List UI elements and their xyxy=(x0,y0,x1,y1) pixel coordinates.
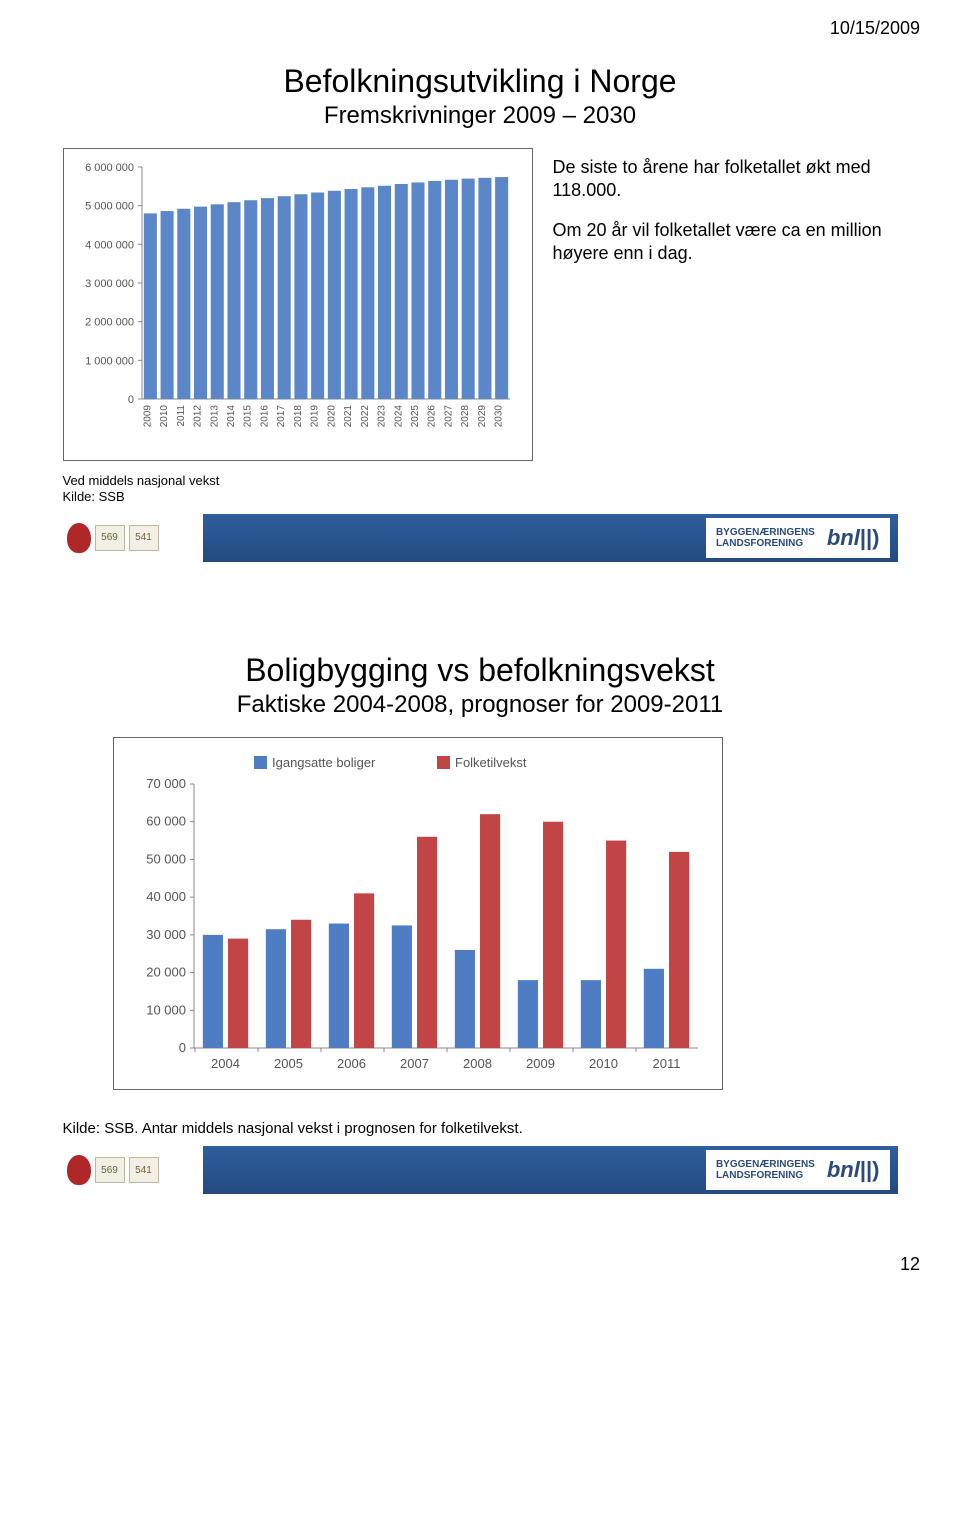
bnl-logo: bnl||) xyxy=(827,525,880,551)
tile-541: 541 xyxy=(129,525,159,551)
page-number: 12 xyxy=(0,1194,960,1295)
svg-text:2028: 2028 xyxy=(460,405,471,428)
svg-text:2021: 2021 xyxy=(343,405,354,428)
svg-text:2012: 2012 xyxy=(192,405,203,428)
housing-vs-population-chart: Igangsatte boliger Folketilvekst 0 10 000 20… xyxy=(128,748,708,1078)
svg-text:2008: 2008 xyxy=(463,1056,492,1071)
slide1-content: 0 1 000 000 2 000 000 3 000 000 4 000 000 5 0… xyxy=(63,148,898,461)
glove-icon-2 xyxy=(67,1155,91,1185)
svg-text:2020: 2020 xyxy=(326,405,337,428)
svg-text:2030: 2030 xyxy=(493,405,504,428)
svg-text:2016: 2016 xyxy=(259,405,270,428)
svg-text:70 000: 70 000 xyxy=(146,776,186,791)
tile-569: 569 xyxy=(95,525,125,551)
svg-text:Folketilvekst: Folketilvekst xyxy=(455,755,527,770)
slide2-subtitle: Faktiske 2004-2008, prognoser for 2009-2… xyxy=(63,691,898,719)
svg-text:20 000: 20 000 xyxy=(146,964,186,979)
tile-569-2: 569 xyxy=(95,1157,125,1183)
svg-text:2010: 2010 xyxy=(589,1056,618,1071)
svg-text:2027: 2027 xyxy=(443,405,454,428)
slide-1: Befolkningsutvikling i Norge Fremskrivni… xyxy=(63,63,898,562)
slide1-caption: Ved middels nasjonal vekst Kilde: SSB xyxy=(63,473,898,506)
slide-2: Boligbygging vs befolkningsvekst Faktisk… xyxy=(63,652,898,1195)
svg-text:60 000: 60 000 xyxy=(146,813,186,828)
bnl-logo-2: bnl||) xyxy=(827,1157,880,1183)
svg-text:0: 0 xyxy=(178,1040,185,1055)
slide1-caption-line2: Kilde: SSB xyxy=(63,489,898,505)
svg-text:50 000: 50 000 xyxy=(146,851,186,866)
svg-text:1 000 000: 1 000 000 xyxy=(85,355,134,367)
slide1-text-p2: Om 20 år vil folketallet være ca en mill… xyxy=(553,219,898,266)
svg-text:2014: 2014 xyxy=(226,405,237,428)
logo-text: BYGGENÆRINGENS LANDSFORENING xyxy=(716,527,815,549)
slide1-title: Befolkningsutvikling i Norge xyxy=(63,63,898,100)
tile-541-2: 541 xyxy=(129,1157,159,1183)
logo-text-2: BYGGENÆRINGENS LANDSFORENING xyxy=(716,1159,815,1181)
svg-text:2017: 2017 xyxy=(276,405,287,428)
svg-text:Igangsatte boliger: Igangsatte boliger xyxy=(272,755,376,770)
svg-text:2029: 2029 xyxy=(476,405,487,428)
svg-text:2011: 2011 xyxy=(652,1056,680,1071)
svg-text:10 000: 10 000 xyxy=(146,1002,186,1017)
svg-text:2004: 2004 xyxy=(211,1056,240,1071)
svg-text:2018: 2018 xyxy=(292,405,303,428)
footer-logo-2: BYGGENÆRINGENS LANDSFORENING bnl||) xyxy=(706,1150,890,1190)
svg-text:30 000: 30 000 xyxy=(146,926,186,941)
svg-text:2023: 2023 xyxy=(376,405,387,428)
footer-left-photo: 569 541 xyxy=(63,514,203,562)
svg-text:5 000 000: 5 000 000 xyxy=(85,201,134,213)
housing-chart-box: Igangsatte boliger Folketilvekst 0 10 000 20… xyxy=(113,737,723,1090)
footer-logo: BYGGENÆRINGENS LANDSFORENING bnl||) xyxy=(706,518,890,558)
svg-text:2007: 2007 xyxy=(400,1056,429,1071)
svg-text:6 000 000: 6 000 000 xyxy=(85,162,134,174)
svg-text:2019: 2019 xyxy=(309,405,320,428)
slide1-text-p1: De siste to årene har folketallet økt me… xyxy=(553,156,898,203)
glove-icon xyxy=(67,523,91,553)
slide1-subtitle: Fremskrivninger 2009 – 2030 xyxy=(63,102,898,130)
svg-text:4 000 000: 4 000 000 xyxy=(85,239,134,251)
svg-text:2006: 2006 xyxy=(337,1056,366,1071)
svg-text:0: 0 xyxy=(127,394,133,406)
svg-text:2024: 2024 xyxy=(393,405,404,428)
svg-text:2010: 2010 xyxy=(159,405,170,428)
svg-text:2009: 2009 xyxy=(526,1056,555,1071)
population-chart-box: 0 1 000 000 2 000 000 3 000 000 4 000 000 5 0… xyxy=(63,148,533,461)
slide2-title: Boligbygging vs befolkningsvekst xyxy=(63,652,898,689)
slide1-side-text: De siste to årene har folketallet økt me… xyxy=(553,148,898,282)
svg-text:3 000 000: 3 000 000 xyxy=(85,278,134,290)
population-chart: 0 1 000 000 2 000 000 3 000 000 4 000 000 5 0… xyxy=(78,159,518,449)
svg-text:2015: 2015 xyxy=(242,405,253,428)
slide1-caption-line1: Ved middels nasjonal vekst xyxy=(63,473,898,489)
svg-text:2 000 000: 2 000 000 xyxy=(85,317,134,329)
page-date: 10/15/2009 xyxy=(0,0,960,39)
slide2-footer: 569 541 BYGGENÆRINGENS LANDSFORENING bnl… xyxy=(63,1146,898,1194)
svg-text:2013: 2013 xyxy=(209,405,220,428)
svg-text:2025: 2025 xyxy=(410,405,421,428)
svg-text:40 000: 40 000 xyxy=(146,889,186,904)
footer-left-photo-2: 569 541 xyxy=(63,1146,203,1194)
svg-text:2009: 2009 xyxy=(142,405,153,428)
slide1-footer: 569 541 BYGGENÆRINGENS LANDSFORENING bnl… xyxy=(63,514,898,562)
svg-text:2011: 2011 xyxy=(175,405,186,427)
svg-text:2026: 2026 xyxy=(426,405,437,428)
slide2-caption: Kilde: SSB. Antar middels nasjonal vekst… xyxy=(63,1120,898,1139)
svg-text:2005: 2005 xyxy=(274,1056,303,1071)
svg-text:2022: 2022 xyxy=(359,405,370,428)
